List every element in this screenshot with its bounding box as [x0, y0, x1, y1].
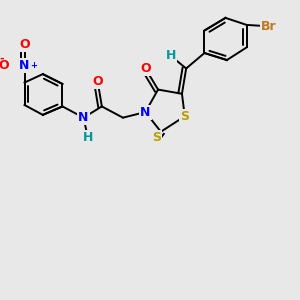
Text: S: S [152, 131, 161, 144]
Text: N: N [19, 59, 30, 72]
Text: O: O [92, 75, 103, 88]
Text: N: N [140, 106, 151, 118]
Text: -: - [0, 53, 4, 64]
Text: O: O [140, 62, 151, 75]
Text: H: H [82, 131, 93, 144]
Text: H: H [166, 49, 176, 62]
Text: O: O [0, 59, 9, 72]
Text: Br: Br [261, 20, 277, 33]
Text: N: N [78, 111, 89, 124]
Text: O: O [19, 38, 30, 51]
Text: S: S [180, 110, 189, 123]
Text: +: + [30, 61, 37, 70]
